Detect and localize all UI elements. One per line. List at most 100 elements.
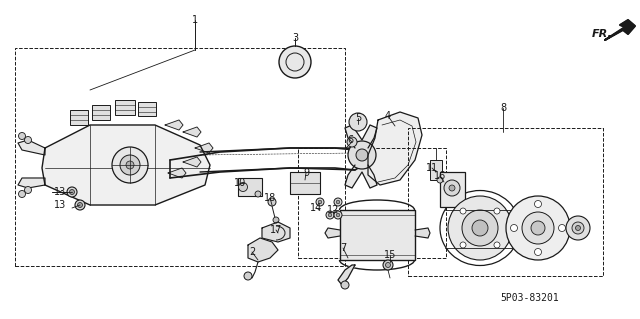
Circle shape: [279, 46, 311, 78]
Polygon shape: [248, 238, 278, 262]
Bar: [92, 105, 110, 120]
Bar: [440, 172, 465, 207]
Text: 3: 3: [292, 33, 298, 43]
Circle shape: [255, 191, 261, 197]
Polygon shape: [183, 157, 201, 167]
Circle shape: [77, 203, 83, 207]
Polygon shape: [195, 143, 213, 153]
Text: 18: 18: [264, 193, 276, 203]
Bar: [115, 100, 135, 115]
Circle shape: [506, 196, 570, 260]
Circle shape: [244, 272, 252, 280]
Text: FR.: FR.: [592, 29, 612, 39]
Bar: [15, 48, 345, 266]
Text: 17: 17: [270, 225, 282, 235]
Text: 6: 6: [347, 135, 353, 145]
Text: 12: 12: [327, 205, 339, 215]
Circle shape: [19, 190, 26, 197]
Circle shape: [24, 137, 31, 144]
Polygon shape: [345, 125, 377, 148]
Polygon shape: [345, 165, 377, 188]
Bar: [238, 178, 262, 196]
Circle shape: [67, 187, 77, 197]
Bar: [298, 148, 446, 258]
Circle shape: [328, 213, 332, 217]
Circle shape: [334, 211, 342, 219]
Circle shape: [522, 212, 554, 244]
Circle shape: [534, 201, 541, 207]
Polygon shape: [325, 228, 340, 238]
Circle shape: [449, 185, 455, 191]
Circle shape: [575, 226, 580, 231]
Circle shape: [349, 113, 367, 131]
Circle shape: [356, 149, 368, 161]
Circle shape: [341, 281, 349, 289]
Text: 15: 15: [384, 250, 396, 260]
Circle shape: [460, 208, 466, 214]
Text: 13: 13: [54, 200, 66, 210]
Circle shape: [336, 200, 340, 204]
Text: 2: 2: [249, 247, 255, 257]
Text: 11: 11: [426, 163, 438, 173]
Circle shape: [437, 177, 443, 183]
Circle shape: [120, 155, 140, 175]
Polygon shape: [183, 127, 201, 137]
Circle shape: [559, 225, 566, 232]
Polygon shape: [165, 120, 183, 130]
Circle shape: [334, 198, 342, 206]
Circle shape: [24, 187, 31, 194]
Text: 7: 7: [340, 243, 346, 253]
Text: 16: 16: [434, 171, 446, 181]
Polygon shape: [18, 178, 45, 188]
Text: 8: 8: [500, 103, 506, 113]
Circle shape: [448, 196, 512, 260]
Circle shape: [336, 213, 340, 217]
Bar: [340, 210, 415, 260]
Circle shape: [572, 222, 584, 234]
Polygon shape: [415, 228, 430, 238]
Circle shape: [566, 216, 590, 240]
Bar: [290, 172, 320, 194]
Circle shape: [460, 242, 466, 248]
Circle shape: [268, 198, 276, 206]
Text: 9: 9: [303, 168, 309, 178]
Circle shape: [462, 210, 498, 246]
Polygon shape: [368, 112, 422, 185]
Circle shape: [494, 242, 500, 248]
Polygon shape: [42, 125, 210, 205]
Circle shape: [511, 225, 518, 232]
Circle shape: [385, 263, 390, 268]
Polygon shape: [262, 222, 290, 242]
Bar: [138, 102, 156, 116]
Circle shape: [239, 182, 248, 191]
Circle shape: [472, 220, 488, 236]
Circle shape: [19, 132, 26, 139]
Text: 5P03-83201: 5P03-83201: [500, 293, 559, 303]
Circle shape: [112, 147, 148, 183]
Circle shape: [383, 260, 393, 270]
Circle shape: [318, 200, 322, 204]
Bar: [408, 128, 603, 276]
Text: 5: 5: [355, 113, 361, 123]
Text: 1: 1: [192, 15, 198, 25]
Circle shape: [534, 249, 541, 256]
Text: 13: 13: [54, 187, 66, 197]
Polygon shape: [605, 20, 635, 40]
Polygon shape: [18, 140, 45, 155]
Circle shape: [494, 208, 500, 214]
Circle shape: [531, 221, 545, 235]
Circle shape: [347, 137, 357, 147]
Circle shape: [273, 217, 279, 223]
Circle shape: [444, 180, 460, 196]
Circle shape: [126, 161, 134, 169]
Text: 4: 4: [385, 111, 391, 121]
Text: 10: 10: [234, 178, 246, 188]
Bar: [430, 160, 442, 180]
Text: 14: 14: [310, 203, 322, 213]
Circle shape: [348, 141, 376, 169]
Circle shape: [75, 200, 85, 210]
Polygon shape: [168, 168, 186, 178]
Bar: [70, 110, 88, 125]
Circle shape: [70, 189, 74, 195]
Polygon shape: [338, 265, 355, 285]
